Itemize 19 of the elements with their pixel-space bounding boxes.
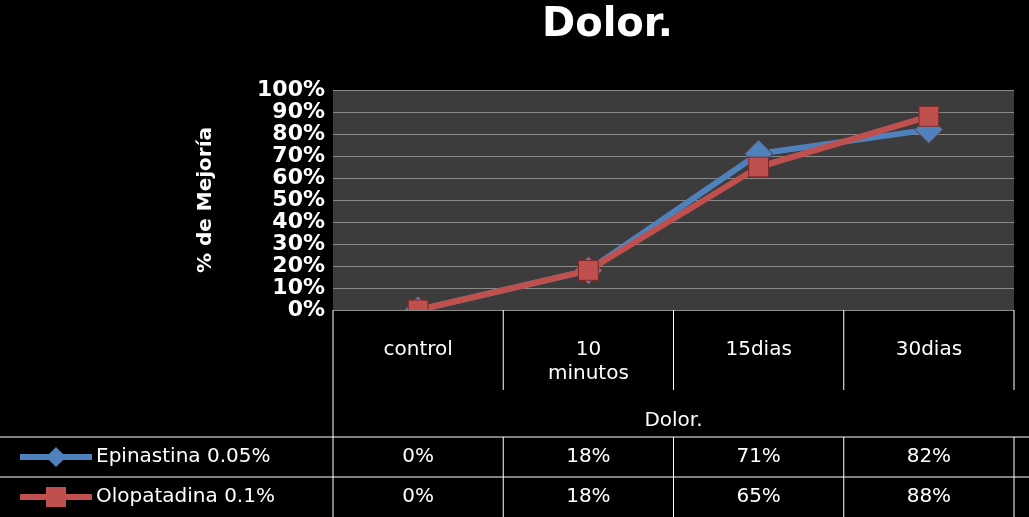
x-tick-label: 30dias <box>895 336 963 361</box>
data-label: 18% <box>566 443 611 468</box>
data-label: 88% <box>906 483 952 508</box>
legend-label: Epinastina 0.05% <box>96 443 271 468</box>
x-axis-title: Dolor. <box>644 407 703 432</box>
data-label: 0% <box>402 483 434 508</box>
point <box>748 156 770 178</box>
data-label: 0% <box>402 443 434 468</box>
data-label: 18% <box>566 483 611 508</box>
x-tick-label: control <box>383 336 453 361</box>
chart-title: Dolor. <box>541 0 674 46</box>
data-label: 71% <box>736 443 781 468</box>
x-tick-label: 15dias <box>725 336 792 361</box>
x-tick-label: 10 minutos <box>547 336 629 385</box>
data-label: 65% <box>736 483 781 508</box>
point <box>918 106 940 127</box>
legend-label: Olopatadina 0.1% <box>96 483 275 508</box>
y-axis-title: % de Mejoría <box>192 126 217 274</box>
data-label: 82% <box>906 443 952 468</box>
